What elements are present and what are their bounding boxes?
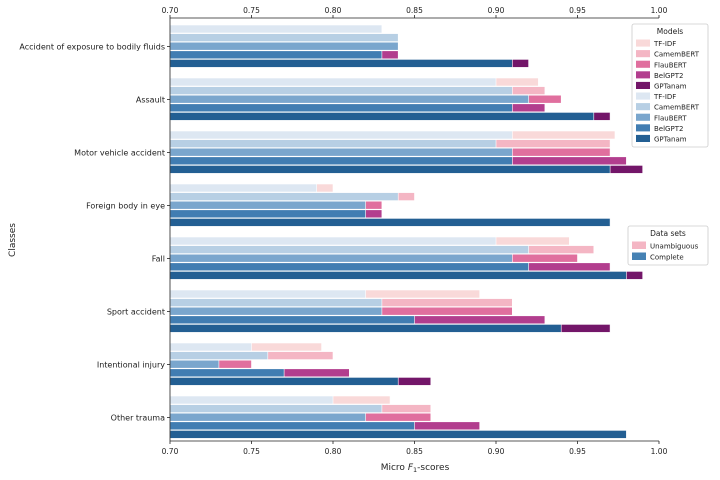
models-legend-swatch xyxy=(636,71,650,79)
bar-complete-flaubert-7 xyxy=(169,412,366,422)
datasets-legend-title: Data sets xyxy=(650,229,686,238)
category-label: Assault xyxy=(136,96,165,105)
models-legend-swatch xyxy=(636,81,650,89)
bar-complete-tf-idf-4 xyxy=(169,236,497,246)
x-tick-label-bottom: 0.95 xyxy=(569,447,586,456)
bar-complete-gptanam-4 xyxy=(169,271,627,280)
datasets-legend-swatch xyxy=(632,252,646,260)
x-axis-title: Micro F1-scores xyxy=(381,463,450,474)
axes-group: 0.70 0.70 0.75 0.75 0.80 0.80 0.85 0.85 0.90 0.90… xyxy=(19,6,667,456)
models-legend-swatch xyxy=(636,60,650,68)
x-tick-label-top: 1.00 xyxy=(651,6,668,15)
x-tick-label-bottom: 1.00 xyxy=(651,447,668,456)
x-tick-label-bottom: 0.70 xyxy=(162,447,179,456)
category-label: Accident of exposure to bodily fluids xyxy=(19,43,165,52)
bar-complete-tf-idf-2 xyxy=(169,130,513,140)
models-legend-entry-label: BelGPT2 xyxy=(654,125,683,133)
bar-complete-flaubert-4 xyxy=(169,253,513,263)
models-legend-swatch xyxy=(636,113,650,121)
x-tick-label-bottom: 0.75 xyxy=(243,447,260,456)
legends-group: Models TF-IDF CamemBERT FlauBERT BelGPT2 GPTa… xyxy=(627,23,709,266)
bar-complete-belgpt2-1 xyxy=(169,103,513,113)
models-legend-title: Models xyxy=(657,27,684,36)
x-tick-label-top: 0.85 xyxy=(406,6,423,15)
bar-complete-camembert-7 xyxy=(169,404,383,413)
datasets-legend-entry-label: Complete xyxy=(650,254,684,262)
bar-complete-camembert-2 xyxy=(169,139,497,148)
category-label: Motor vehicle accident xyxy=(74,149,165,158)
bar-complete-tf-idf-5 xyxy=(169,289,366,299)
models-legend-entry-label: TF-IDF xyxy=(653,40,676,48)
models-legend-entry-label: GPTanam xyxy=(654,136,687,144)
bar-complete-camembert-4 xyxy=(169,245,529,254)
models-legend-swatch xyxy=(636,39,650,47)
bar-complete-tf-idf-0 xyxy=(169,24,383,34)
models-legend-entry-label: FlauBERT xyxy=(654,114,687,122)
bar-complete-gptanam-7 xyxy=(169,430,627,439)
bar-complete-gptanam-2 xyxy=(169,165,611,174)
category-label: Foreign body in eye xyxy=(86,202,165,211)
models-legend-swatch xyxy=(636,103,650,111)
bar-complete-gptanam-6 xyxy=(169,377,399,386)
x-tick-label-top: 0.95 xyxy=(569,6,586,15)
bar-complete-flaubert-3 xyxy=(169,200,366,210)
category-label: Sport accident xyxy=(107,308,165,317)
datasets-legend-swatch xyxy=(632,241,646,249)
bar-complete-tf-idf-3 xyxy=(169,183,317,193)
bar-complete-flaubert-6 xyxy=(169,359,220,369)
bar-complete-camembert-3 xyxy=(169,192,399,201)
bar-complete-belgpt2-7 xyxy=(169,421,415,431)
x-tick-label-top: 0.75 xyxy=(243,6,260,15)
y-axis-title: Classes xyxy=(8,223,18,257)
bar-complete-gptanam-3 xyxy=(169,218,611,227)
models-legend-entry-label: BelGPT2 xyxy=(654,72,683,80)
x-tick-label-bottom: 0.80 xyxy=(325,447,342,456)
x-tick-label-top: 0.80 xyxy=(325,6,342,15)
bar-complete-tf-idf-6 xyxy=(169,342,252,352)
x-tick-label-top: 0.70 xyxy=(162,6,179,15)
bar-complete-belgpt2-4 xyxy=(169,262,529,272)
x-tick-label-bottom: 0.90 xyxy=(488,447,505,456)
bar-complete-flaubert-5 xyxy=(169,306,383,316)
bar-complete-gptanam-1 xyxy=(169,112,595,121)
bar-complete-tf-idf-1 xyxy=(169,77,497,87)
bar-complete-camembert-1 xyxy=(169,86,513,95)
x-tick-label-top: 0.90 xyxy=(488,6,505,15)
bar-complete-camembert-5 xyxy=(169,298,383,307)
models-legend-entry-label: CamemBERT xyxy=(654,51,700,59)
models-legend-swatch xyxy=(636,124,650,132)
category-label: Fall xyxy=(152,255,165,264)
x-tick-label-bottom: 0.85 xyxy=(406,447,423,456)
bar-complete-belgpt2-5 xyxy=(169,315,415,325)
bar-complete-flaubert-0 xyxy=(169,41,399,51)
models-legend-swatch xyxy=(636,50,650,58)
models-legend-swatch xyxy=(636,92,650,100)
datasets-legend-entry-label: Unambiguous xyxy=(650,243,699,251)
category-label: Other trauma xyxy=(111,414,165,423)
models-legend-box xyxy=(631,23,709,148)
models-legend-entry-label: FlauBERT xyxy=(654,61,687,69)
bar-complete-belgpt2-2 xyxy=(169,156,513,166)
bar-complete-belgpt2-0 xyxy=(169,50,383,60)
bar-complete-gptanam-0 xyxy=(169,59,513,68)
bar-complete-camembert-6 xyxy=(169,351,269,360)
bar-complete-gptanam-5 xyxy=(169,324,562,333)
datasets-legend-box xyxy=(627,225,709,266)
bar-complete-belgpt2-6 xyxy=(169,368,285,378)
category-label: Intentional injury xyxy=(97,361,165,370)
bar-complete-tf-idf-7 xyxy=(169,395,334,405)
models-legend-entry-label: GPTanam xyxy=(654,83,687,91)
bars-group xyxy=(169,24,644,439)
bar-complete-flaubert-1 xyxy=(169,94,529,104)
bar-complete-belgpt2-3 xyxy=(169,209,366,219)
models-legend-entry-label: TF-IDF xyxy=(653,93,676,101)
models-legend-swatch xyxy=(636,134,650,142)
bar-complete-camembert-0 xyxy=(169,33,399,42)
models-legend-entry-label: CamemBERT xyxy=(654,104,700,112)
bar-complete-flaubert-2 xyxy=(169,147,513,157)
